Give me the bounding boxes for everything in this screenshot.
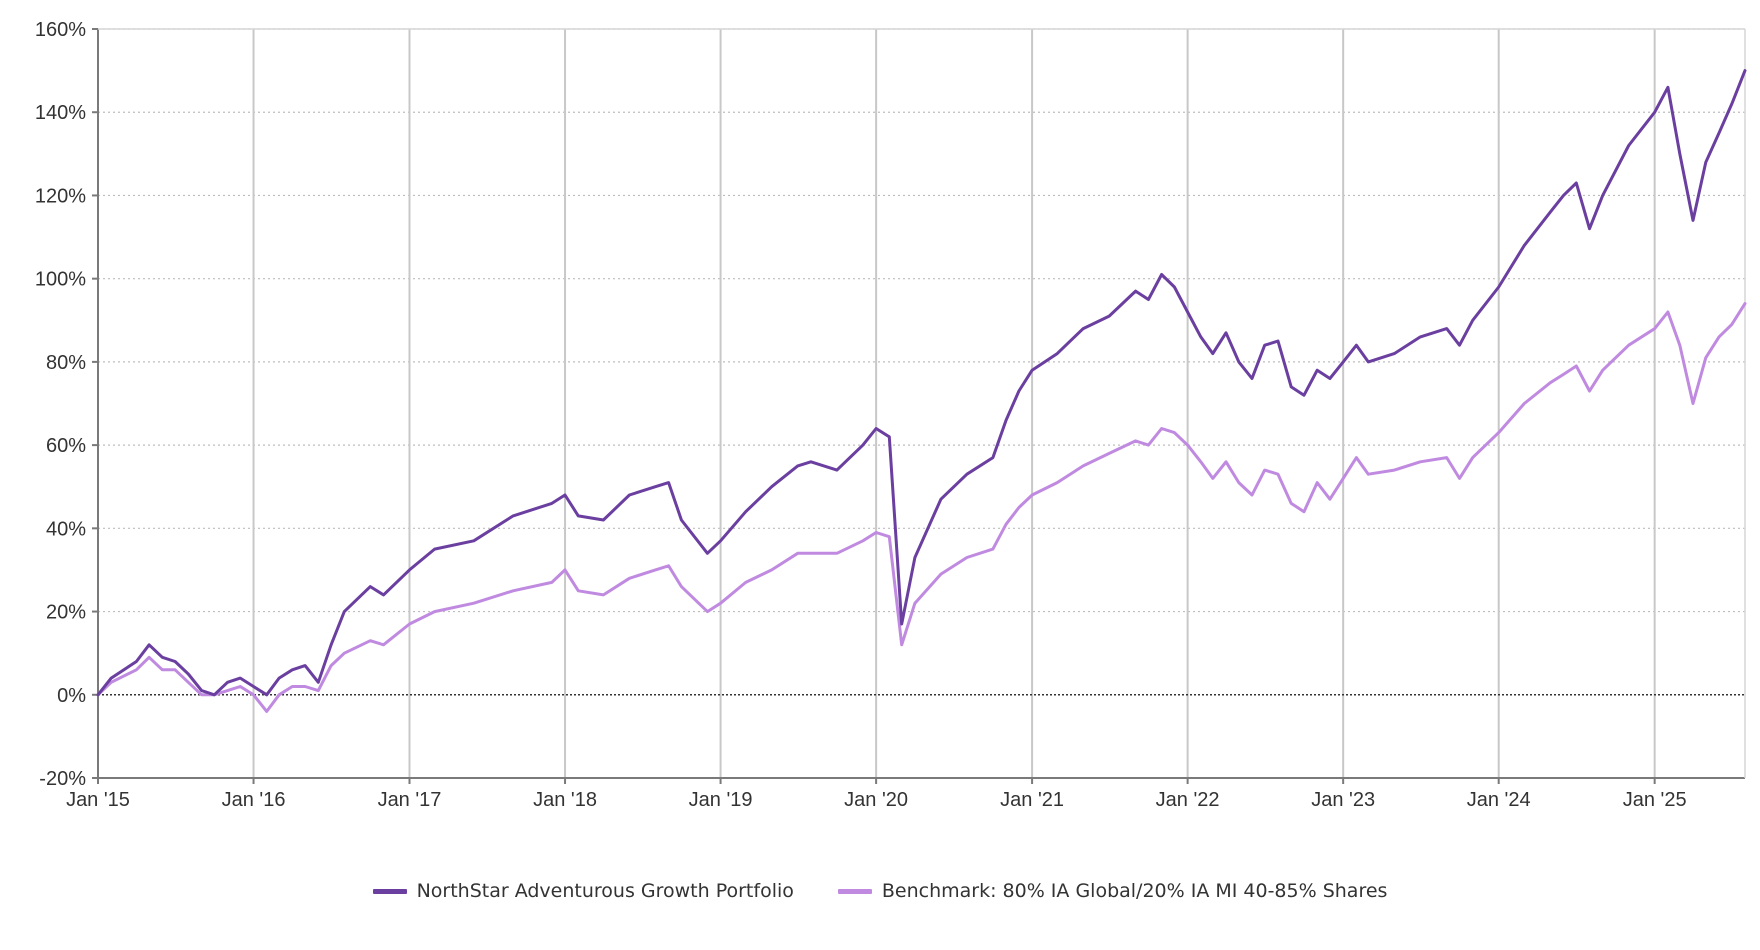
y-tick-label: 60% [46, 435, 86, 457]
legend: NorthStar Adventurous Growth Portfolio B… [0, 880, 1760, 902]
legend-swatch-portfolio [372, 888, 407, 894]
x-tick-label: Jan '15 [66, 789, 130, 811]
legend-label-benchmark: Benchmark: 80% IA Global/20% IA MI 40-85… [881, 880, 1388, 902]
performance-line-chart: 160% 140% 120% 100% 80% 60% 40% 20% 0% -20% Jan '… [35, 19, 1747, 811]
x-tick-label: Jan '16 [222, 789, 286, 811]
x-tick-label: Jan '18 [533, 789, 597, 811]
x-tick-label: Jan '24 [1467, 789, 1531, 811]
x-tick-label: Jan '21 [1000, 789, 1064, 811]
y-tick-label: 160% [35, 19, 86, 41]
legend-swatch-benchmark [837, 888, 872, 894]
grid-layer [98, 28, 1745, 778]
y-axis-ticks: 160% 140% 120% 100% 80% 60% 40% 20% 0% -20% [35, 19, 86, 790]
x-axis-ticks: Jan '15 Jan '16 Jan '17 Jan '18 Jan '19 Jan '… [66, 789, 1687, 811]
y-tick-label: 0% [57, 685, 86, 707]
legend-label-portfolio: NorthStar Adventurous Growth Portfolio [416, 880, 794, 902]
series-layer [96, 69, 1747, 713]
axis-layer [92, 28, 1746, 784]
y-tick-label: 120% [35, 185, 86, 207]
y-tick-label: 40% [46, 518, 86, 540]
y-tick-label: 100% [35, 269, 86, 291]
y-tick-label: 20% [46, 602, 86, 624]
y-tick-label: 80% [46, 352, 86, 374]
x-tick-label: Jan '20 [844, 789, 908, 811]
x-tick-label: Jan '25 [1623, 789, 1687, 811]
x-tick-label: Jan '22 [1156, 789, 1220, 811]
x-tick-label: Jan '17 [378, 789, 442, 811]
y-tick-label: -20% [39, 768, 86, 790]
x-tick-label: Jan '19 [689, 789, 753, 811]
benchmark-line [96, 302, 1747, 713]
legend-item-benchmark[interactable]: Benchmark: 80% IA Global/20% IA MI 40-85… [837, 880, 1388, 902]
legend-item-portfolio[interactable]: NorthStar Adventurous Growth Portfolio [372, 880, 794, 902]
chart-area: 160% 140% 120% 100% 80% 60% 40% 20% 0% -20% Jan '… [35, 19, 1747, 811]
portfolio-line [96, 69, 1747, 697]
x-tick-label: Jan '23 [1311, 789, 1375, 811]
y-tick-label: 140% [35, 102, 86, 124]
